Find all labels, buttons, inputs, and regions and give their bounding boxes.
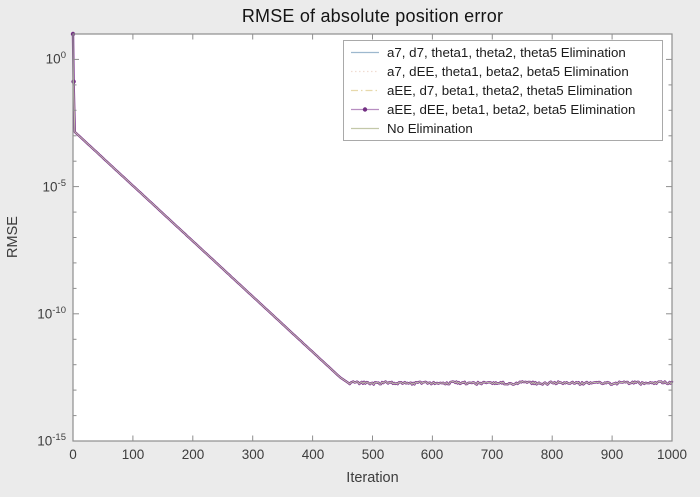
x-tick-label: 0 — [69, 447, 77, 462]
x-tick-label: 900 — [600, 447, 624, 462]
legend-line-sample — [351, 107, 379, 112]
legend-line-sample — [351, 127, 379, 130]
y-tick-label: 100 — [45, 50, 66, 67]
legend-item: aEE, d7, beta1, theta2, theta5 Eliminati… — [350, 81, 662, 100]
legend-label: aEE, d7, beta1, theta2, theta5 Eliminati… — [387, 83, 633, 98]
legend-item: aEE, dEE, beta1, beta2, beta5 Eliminatio… — [350, 100, 662, 119]
x-tick-label: 800 — [540, 447, 564, 462]
x-axis-label: Iteration — [346, 470, 399, 486]
y-tick-label: 10-5 — [42, 178, 66, 195]
x-tick-label: 700 — [480, 447, 504, 462]
x-tick-label: 200 — [181, 447, 205, 462]
y-tick-label: 10-15 — [37, 432, 66, 449]
legend-item: a7, d7, theta1, theta2, theta5 Eliminati… — [350, 43, 662, 62]
legend-line-sample — [351, 89, 379, 92]
x-tick-label: 400 — [301, 447, 325, 462]
legend-line-sample — [351, 70, 379, 73]
legend-label: a7, dEE, theta1, beta2, beta5 Eliminatio… — [387, 64, 629, 79]
legend-item: a7, dEE, theta1, beta2, beta5 Eliminatio… — [350, 62, 662, 81]
x-tick-label: 100 — [121, 447, 145, 462]
legend-line-sample — [351, 51, 379, 54]
x-tick-label: 600 — [420, 447, 444, 462]
point-marker-icon — [362, 107, 368, 112]
legend-item: No Elimination — [350, 119, 662, 138]
legend-label: a7, d7, theta1, theta2, theta5 Eliminati… — [387, 45, 626, 60]
legend-label: No Elimination — [387, 121, 473, 136]
x-tick-label: 500 — [361, 447, 385, 462]
x-tick-label: 300 — [241, 447, 265, 462]
y-tick-label: 10-10 — [37, 305, 66, 322]
legend-label: aEE, dEE, beta1, beta2, beta5 Eliminatio… — [387, 102, 636, 117]
chart-title: RMSE of absolute position error — [241, 6, 504, 26]
legend: a7, d7, theta1, theta2, theta5 Eliminati… — [343, 40, 663, 141]
x-tick-label: 1000 — [656, 447, 688, 462]
